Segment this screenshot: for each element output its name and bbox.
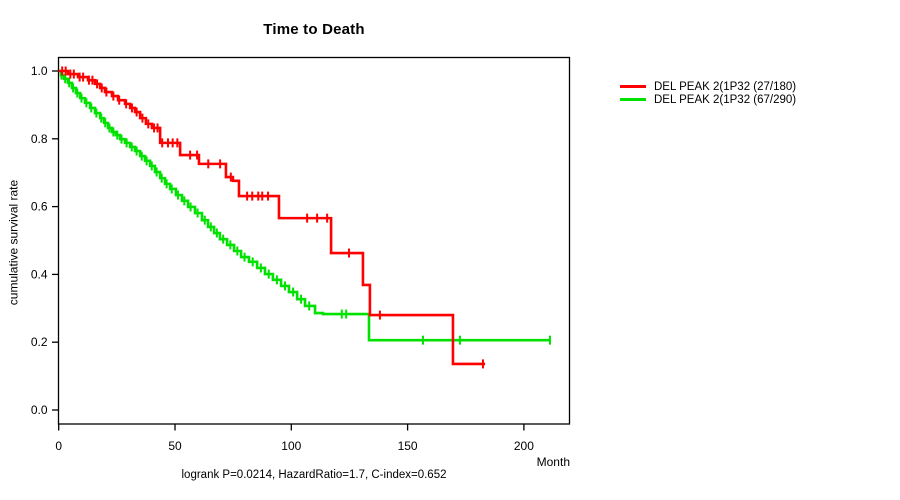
y-tick-label: 0.0 bbox=[31, 403, 48, 417]
y-tick-label: 0.2 bbox=[31, 335, 48, 349]
legend-entry-green: DEL PEAK 2(1P32 (67/290) bbox=[620, 93, 796, 106]
y-tick-label: 1.0 bbox=[31, 64, 48, 78]
stats-annotation: logrank P=0.0214, HazardRatio=1.7, C-ind… bbox=[181, 469, 447, 481]
y-tick-label: 0.8 bbox=[31, 132, 48, 146]
y-tick-label: 0.4 bbox=[31, 267, 48, 281]
green-line-swatch bbox=[620, 98, 646, 101]
plot-frame bbox=[57, 56, 571, 425]
x-tick-label: 50 bbox=[168, 439, 182, 453]
y-tick-label: 0.6 bbox=[31, 200, 48, 214]
x-tick-label: 150 bbox=[398, 439, 418, 453]
survival-curve-green bbox=[58, 69, 550, 342]
legend-label-red: DEL PEAK 2(1P32 (27/180) bbox=[654, 80, 797, 93]
legend-label-green: DEL PEAK 2(1P32 (67/290) bbox=[654, 93, 797, 106]
survival-curve-red bbox=[58, 69, 486, 366]
x-tick-label: 200 bbox=[514, 439, 534, 453]
legend: DEL PEAK 2(1P32 (27/180) DEL PEAK 2(1P32… bbox=[620, 80, 796, 106]
chart-title: Time to Death bbox=[263, 21, 365, 38]
x-axis-label: Month bbox=[536, 455, 570, 469]
x-tick-label: 100 bbox=[281, 439, 301, 453]
red-line-swatch bbox=[620, 85, 646, 88]
x-tick-label: 0 bbox=[55, 439, 62, 453]
legend-entry-red: DEL PEAK 2(1P32 (27/180) bbox=[620, 80, 796, 93]
